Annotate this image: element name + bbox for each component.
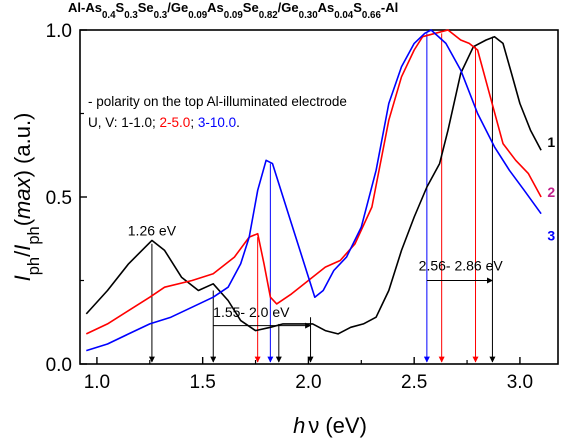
title-part: 0.3	[124, 10, 138, 21]
y-label-part: max	[10, 176, 35, 219]
energy-markers	[148, 33, 496, 363]
energy-ranges	[213, 277, 494, 329]
legend-voltage-1: U, V: 1-1.0;	[88, 115, 160, 130]
legend-end: .	[236, 115, 240, 130]
y-label-part: (a.u.)	[10, 113, 35, 170]
title-part: /Ge	[167, 0, 188, 15]
legend-voltage-2: 2-5.0	[160, 115, 191, 130]
x-tick-label: 1.0	[84, 372, 110, 393]
title-part: /Ge	[278, 0, 299, 15]
y-tick-label: 0.0	[46, 355, 72, 376]
y-label-part: I	[10, 275, 35, 281]
legend-line-1: - polarity on the top Al-illuminated ele…	[88, 94, 347, 109]
legend: - polarity on the top Al-illuminated ele…	[88, 94, 347, 130]
title-part: S	[116, 0, 125, 15]
series-number-label: 2	[547, 184, 555, 200]
legend-sep: ;	[190, 115, 198, 130]
energy-annotation: 2.56- 2.86 eV	[419, 257, 504, 273]
series-3-line	[86, 29, 542, 352]
y-label-part: (	[10, 218, 35, 226]
x-axis-label-unit: (eV)	[325, 413, 367, 438]
legend-line-2: U, V: 1-1.0; 2-5.0; 3-10.0.	[88, 115, 240, 130]
chart-labels: 1.26 eV 1.55- 2.0 eV 2.56- 2.86 eV 1 2 3	[128, 134, 556, 320]
title-part: Se	[243, 0, 259, 15]
title-part: 0.09	[188, 10, 208, 21]
x-tick-label: 3.0	[507, 372, 533, 393]
x-axis-label-h: h	[293, 413, 305, 438]
title-part: 0.82	[259, 10, 279, 21]
curves	[85, 29, 542, 352]
y-label-part: ph	[25, 257, 43, 275]
title-part: As	[318, 0, 335, 15]
y-label-part: )	[10, 170, 35, 177]
x-axis-label: h ν (eV)	[293, 413, 367, 438]
title-part: 0.09	[224, 10, 244, 21]
title-part: S	[353, 0, 362, 15]
title-part: Se	[138, 0, 154, 15]
title-part: Al-As	[68, 0, 102, 15]
x-tick-label: 1.5	[189, 372, 215, 393]
y-label-part: /	[10, 250, 35, 257]
series-number-label: 1	[547, 134, 555, 150]
title-part: 0.3	[154, 10, 168, 21]
series-1-line	[85, 35, 542, 335]
title-part: 0.66	[362, 10, 382, 21]
energy-annotation: 1.26 eV	[128, 222, 177, 238]
title-part: -Al	[381, 0, 398, 15]
y-tick-label: 0.5	[46, 188, 72, 209]
chart-title: Al-As0.4S0.3Se0.3/Ge0.09As0.09Se0.82/Ge0…	[68, 0, 398, 21]
title-part: 0.04	[334, 10, 354, 21]
title-part: As	[207, 0, 224, 15]
y-label-part: ph	[25, 226, 43, 244]
energy-annotation: 1.55- 2.0 eV	[213, 304, 290, 320]
title-part: 0.30	[299, 10, 319, 21]
series-number-label: 3	[547, 227, 555, 243]
y-tick-label: 1.0	[46, 21, 72, 42]
y-axis-label: Iph/Iph(max) (a.u.)	[10, 113, 43, 282]
x-axis-label-nu: ν	[308, 413, 319, 438]
svg-text:Iph/Iph(max) (a.u.): Iph/Iph(max) (a.u.)	[10, 113, 43, 282]
series-2-line	[85, 29, 542, 335]
x-tick-label: 2.5	[401, 372, 427, 393]
title-part: 0.4	[102, 10, 116, 21]
x-tick-label: 2.0	[295, 372, 321, 393]
y-label-part: I	[10, 245, 35, 251]
legend-voltage-3: 3-10.0	[198, 115, 236, 130]
axis-ticks: 1.0 1.5 2.0 2.5 3.0 0.0 0.5 1.0	[46, 21, 534, 393]
